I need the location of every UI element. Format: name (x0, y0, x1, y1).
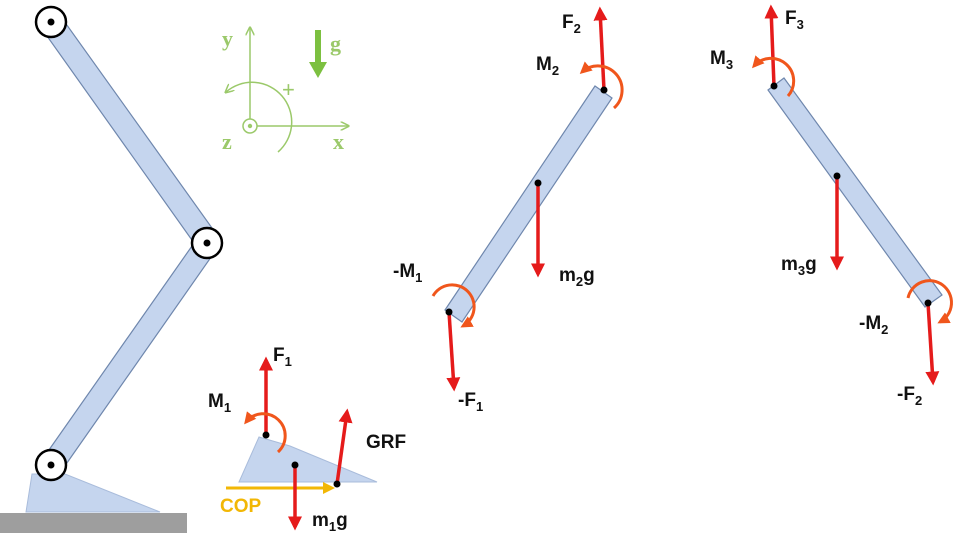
neg-m2-label: -M2 (859, 313, 888, 337)
neg-m1-moment-arrow (431, 283, 476, 328)
thigh-hip-point (770, 82, 778, 90)
neg-m2-moment-arrow (906, 279, 953, 324)
shank-segment (43, 235, 217, 471)
hip-joint-icon (34, 5, 68, 39)
m1-label: M1 (208, 391, 231, 415)
foot-com-point (291, 461, 299, 469)
shank-com-point (534, 179, 542, 187)
thigh-free-body: F3 M3 m3g -M2 -F2 (710, 4, 953, 408)
m2g-label: m2g (559, 265, 595, 289)
shank-knee-point (600, 86, 608, 94)
gravity-arrow-icon (309, 30, 327, 78)
neg-f1-label: -F1 (458, 390, 483, 414)
neg-f1-force-arrow (446, 311, 461, 392)
ankle-joint-icon (34, 448, 68, 482)
m3-label: M3 (710, 48, 733, 72)
neg-m1-label: -M1 (393, 261, 422, 285)
y-axis-label: y (222, 26, 233, 51)
shank-free-body: F2 M2 -M1 -F1 m2g (393, 6, 624, 414)
f1-label: F1 (273, 345, 292, 369)
knee-joint-icon (190, 226, 224, 260)
plus-label: + (282, 77, 295, 102)
grf-force-arrow (335, 408, 353, 485)
shank-ankle-point (445, 308, 453, 316)
cop-label: COP (220, 496, 262, 517)
foot-ankle-point (262, 431, 270, 439)
f3-force-arrow (764, 4, 779, 87)
thigh-knee-point (924, 299, 932, 307)
cop-point (333, 480, 341, 488)
f2-force-arrow (593, 6, 608, 91)
m3g-label: m3g (781, 254, 817, 278)
thigh-com-point (833, 172, 841, 180)
f3-label: F3 (785, 8, 804, 32)
f2-label: F2 (562, 12, 581, 36)
m3-moment-arrow (752, 55, 796, 97)
thigh-segment (41, 13, 218, 251)
m2-moment-arrow (579, 61, 624, 110)
x-axis-label: x (333, 129, 344, 154)
z-axis-label: z (222, 129, 232, 154)
m2-label: M2 (536, 54, 559, 78)
thigh-fbd-segment (767, 77, 943, 308)
foot-free-body: F1 M1 GRF COP m1g (208, 345, 406, 534)
leg-model (0, 5, 224, 533)
gravity-label: g (330, 31, 341, 56)
grf-label: GRF (366, 432, 406, 453)
foot-fbd-segment (238, 436, 378, 483)
coordinate-system: y x z + g (222, 26, 348, 154)
neg-f2-label: -F2 (897, 384, 922, 408)
m1g-label: m1g (312, 510, 348, 534)
ground (0, 513, 187, 533)
shank-fbd-segment (444, 85, 613, 323)
z-axis-icon (242, 118, 258, 134)
m1-moment-arrow (244, 411, 287, 454)
positive-rotation-arc (226, 81, 293, 153)
neg-f2-force-arrow (925, 302, 940, 386)
